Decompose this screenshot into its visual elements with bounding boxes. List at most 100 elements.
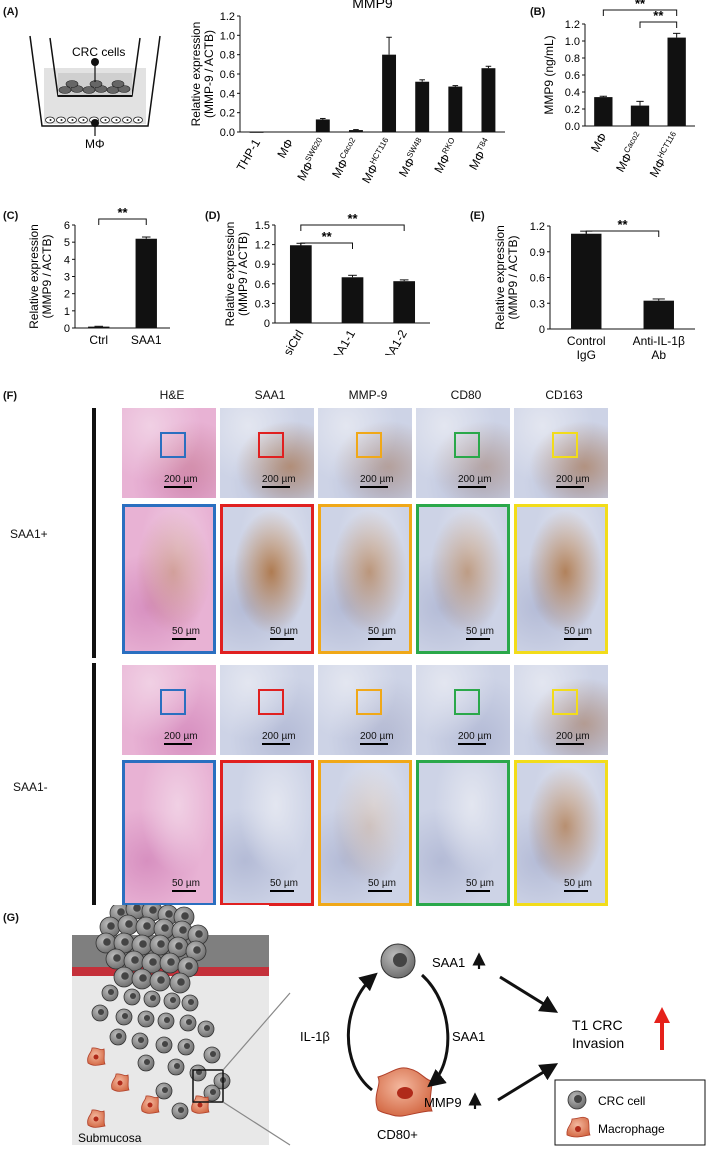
- x-tick-label-line2: IgG: [577, 348, 596, 362]
- bar: [348, 130, 363, 132]
- y-axis-label: Relative expression: [223, 222, 237, 327]
- crc-cell-nucleus: [103, 938, 111, 946]
- chart-e: 0 0.3 0.6 0.9 1.2 Relative expression (MMP9 / …: [493, 217, 695, 362]
- y-tick-label: 0.9: [255, 259, 270, 271]
- x-tick-label: siSAA1-1: [321, 327, 358, 355]
- saa1-up-label: SAA1: [432, 955, 465, 970]
- scale-bar-label: 200 µm: [360, 731, 394, 742]
- scale-bar-label: 200 µm: [262, 474, 296, 485]
- panel-label-g: (G): [3, 912, 19, 924]
- y-tick-label: 0.2: [220, 108, 235, 120]
- scale-bar: 200 µm: [164, 731, 198, 745]
- y-tick-label: 0: [539, 324, 545, 336]
- histology-overview: [220, 665, 314, 755]
- bar: [382, 54, 397, 132]
- bar: [393, 281, 416, 323]
- scale-bar-label: 50 µm: [172, 878, 200, 889]
- crc-cell-nucleus: [209, 1050, 217, 1058]
- scale-bar-label: 200 µm: [556, 731, 590, 742]
- cd80-label: CD80+: [377, 1127, 418, 1142]
- crc-cell-nucleus: [143, 922, 151, 930]
- stain-header: CD80: [450, 388, 482, 402]
- stain-header: H&E: [159, 388, 185, 402]
- y-tick-label: 0.2: [565, 104, 580, 116]
- histology-zoom: [220, 504, 314, 654]
- bar: [88, 326, 110, 328]
- crc-cell-nucleus: [185, 962, 193, 970]
- macrophage-nucleus: [147, 1102, 153, 1108]
- x-tick-label: Ctrl: [89, 333, 108, 347]
- crc-cell-nucleus: [195, 930, 203, 938]
- bar: [415, 81, 430, 132]
- y-tick-label: 0.8: [565, 53, 580, 65]
- outcome-line2: Invasion: [572, 1035, 624, 1051]
- zoom-box: [192, 1069, 224, 1103]
- x-tick-label: MΦHCT116: [358, 136, 396, 186]
- scale-bar-label: 200 µm: [164, 474, 198, 485]
- panel-label-f: (F): [3, 390, 18, 402]
- scale-bar: 50 µm: [466, 878, 494, 892]
- histology-overview: [318, 665, 412, 755]
- legend-macrophage: Macrophage: [598, 1122, 665, 1136]
- x-tick-label: THP-1: [234, 136, 264, 173]
- x-tick-label: MΦSW48: [395, 136, 429, 180]
- crc-cell-nucleus: [121, 972, 129, 980]
- y-tick-label: 0.4: [565, 87, 580, 99]
- crc-cell-nucleus: [187, 998, 195, 1006]
- row-label-saa1-pos: SAA1+: [10, 527, 48, 541]
- bar: [481, 68, 496, 132]
- histology-zoom: [122, 504, 216, 654]
- panel-label-c: (C): [3, 210, 19, 222]
- significance-label: **: [635, 0, 646, 11]
- scale-bar-label: 50 µm: [270, 878, 298, 889]
- bar: [594, 97, 613, 126]
- scale-bar-label: 50 µm: [564, 878, 592, 889]
- y-tick-label: 0.6: [565, 70, 580, 82]
- crc-cell-nucleus: [157, 976, 165, 984]
- bar: [448, 86, 463, 132]
- histology-zoom: [122, 760, 216, 906]
- bar: [667, 37, 686, 126]
- y-axis-label-units: (MMP9 / ACTB): [236, 232, 250, 316]
- histology-overview: [122, 408, 216, 498]
- bar: [315, 119, 330, 132]
- y-tick-label: 4: [64, 254, 70, 266]
- y-axis-label-units: (MMP9 / ACTB): [40, 234, 54, 318]
- scale-bar: 200 µm: [458, 474, 492, 488]
- scale-bar: 50 µm: [270, 878, 298, 892]
- chart-title: MMP9: [352, 0, 393, 11]
- histology-overview: [514, 665, 608, 755]
- y-tick-label: 0.0: [220, 127, 235, 139]
- significance-bracket: [300, 224, 405, 231]
- scale-bar-label: 200 µm: [164, 731, 198, 742]
- crc-cell-nucleus: [179, 926, 187, 934]
- zoom-region-box: [160, 432, 186, 458]
- scale-bar-label: 50 µm: [368, 878, 396, 889]
- row-label-saa1-neg: SAA1-: [13, 780, 48, 794]
- mac-label: MΦ: [85, 137, 105, 148]
- y-axis-label: MMP9 (ng/mL): [542, 35, 556, 114]
- zoom-region-box: [356, 689, 382, 715]
- crc-cell-nucleus: [107, 922, 115, 930]
- scale-bar: 200 µm: [458, 731, 492, 745]
- x-tick-label: Control: [567, 334, 606, 348]
- crc-cell-nucleus: [107, 988, 115, 996]
- crc-cell-nucleus: [137, 1036, 145, 1044]
- coculture-schematic: CRC cells MΦ: [29, 35, 161, 148]
- submucosa-label: Submucosa: [78, 1131, 142, 1145]
- crc-cell-nucleus: [115, 1032, 123, 1040]
- scale-bar: 50 µm: [172, 878, 200, 892]
- bar: [643, 300, 674, 329]
- y-tick-label: 1.2: [530, 221, 545, 233]
- y-tick-label: 5: [64, 237, 70, 249]
- crc-cell-nucleus: [177, 978, 185, 986]
- panel-label-d: (D): [205, 210, 221, 222]
- scale-bar-label: 200 µm: [360, 474, 394, 485]
- y-tick-label: 0: [264, 318, 270, 330]
- crc-cell-nucleus: [121, 938, 129, 946]
- significance-bracket: [639, 21, 678, 28]
- y-axis-label: Relative expression: [493, 225, 507, 330]
- histology-overview: [514, 408, 608, 498]
- scale-bar: 50 µm: [172, 626, 200, 640]
- y-tick-label: 0.6: [530, 273, 545, 285]
